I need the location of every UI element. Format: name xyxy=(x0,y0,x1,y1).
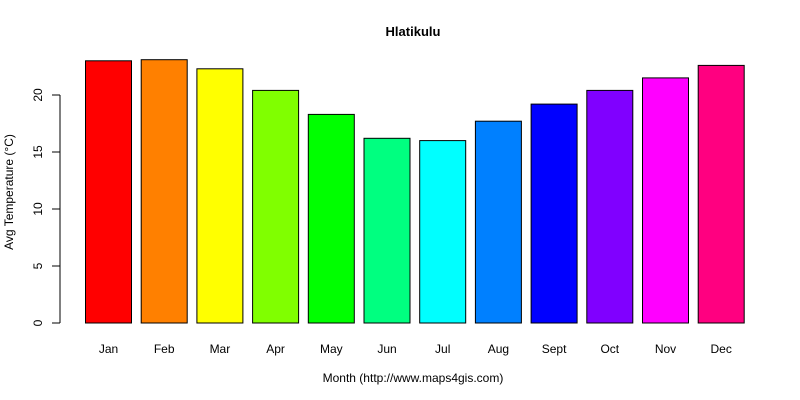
bar-sept xyxy=(530,103,578,324)
x-tick-label: Mar xyxy=(210,342,231,356)
bar-dec xyxy=(697,64,745,324)
bar-oct xyxy=(586,89,634,324)
y-tick-label: 15 xyxy=(31,145,45,159)
x-tick-label: Dec xyxy=(711,342,732,356)
x-axis-label: Month (http://www.maps4gis.com) xyxy=(323,371,504,385)
y-tick-label: 5 xyxy=(31,262,45,269)
bar-jan xyxy=(85,60,132,324)
x-tick-label: Apr xyxy=(266,342,285,356)
bars-group xyxy=(85,59,745,324)
y-axis-label: Avg Temperature (°C) xyxy=(2,134,16,250)
y-tick-label: 10 xyxy=(31,202,45,216)
x-tick-label: Oct xyxy=(600,342,619,356)
bar-feb xyxy=(140,59,188,324)
x-tick-label: Feb xyxy=(154,342,175,356)
x-tick-label: Nov xyxy=(655,342,676,356)
bar-may xyxy=(307,113,355,324)
x-tick-label: Jan xyxy=(99,342,118,356)
bar-apr xyxy=(252,89,300,324)
x-tick-label: Jun xyxy=(377,342,396,356)
bar-nov xyxy=(642,77,689,324)
x-tick-label: May xyxy=(320,342,343,356)
y-tick-label: 20 xyxy=(31,88,45,102)
y-tick-label: 0 xyxy=(31,319,45,326)
x-tick-label: Sept xyxy=(542,342,567,356)
x-tick-label: Aug xyxy=(488,342,509,356)
bar-jun xyxy=(363,137,411,324)
chart-title: Hlatikulu xyxy=(386,24,441,39)
y-axis: 0 5 10 15 20 xyxy=(31,88,61,326)
bar-mar xyxy=(196,68,244,324)
x-axis-labels: Jan Feb Mar Apr May Jun Jul Aug Sept Oct Nov Dec xyxy=(99,342,732,356)
bar-jul xyxy=(419,140,467,324)
x-tick-label: Jul xyxy=(435,342,450,356)
bar-aug xyxy=(474,120,522,324)
